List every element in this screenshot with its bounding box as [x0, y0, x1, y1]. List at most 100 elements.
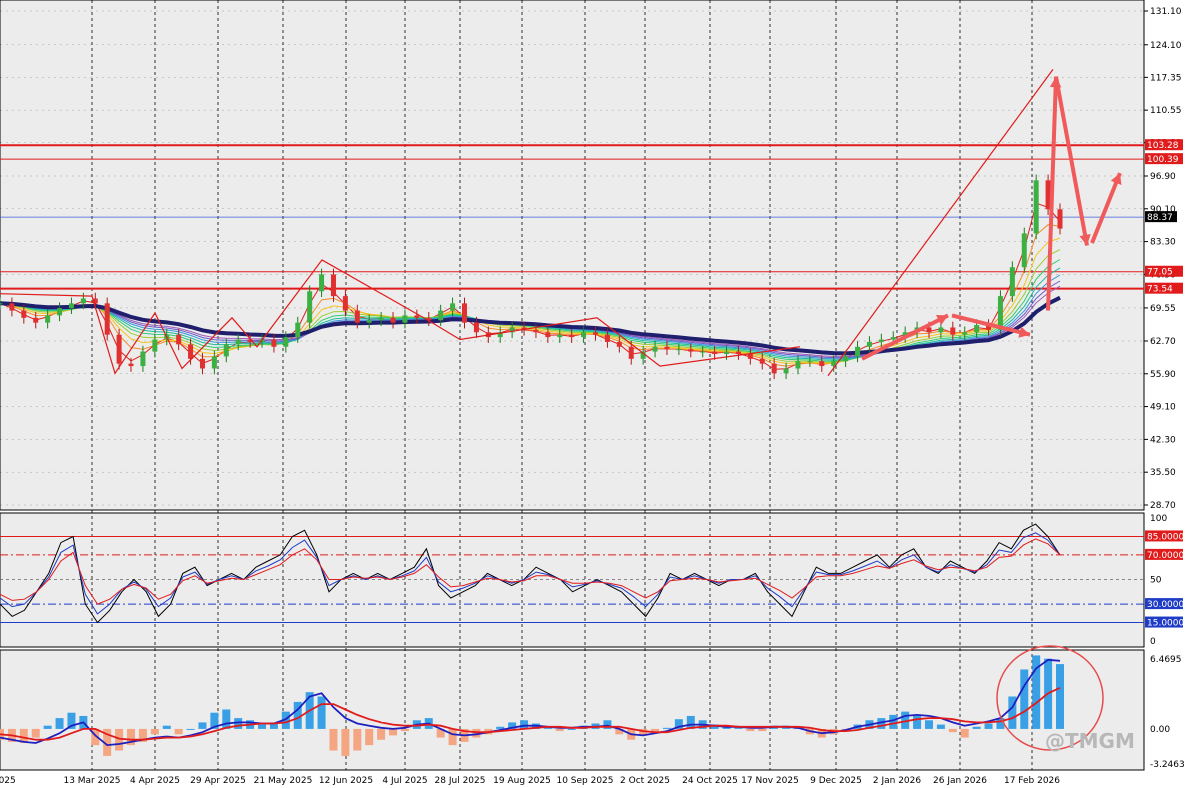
level-label-text: 100.39	[1147, 155, 1179, 165]
x-tick-label: 10 Sep 2025	[556, 776, 613, 786]
macd-histogram-bar	[448, 728, 457, 746]
vertical-gridlines	[91, 0, 1033, 770]
candle-body	[1009, 267, 1015, 297]
x-tick-label: 12 Jun 2025	[319, 776, 373, 786]
osc-y-tick-label: 0	[1150, 637, 1156, 647]
macd-histogram-bar	[520, 720, 529, 729]
candle-body	[9, 303, 15, 311]
macd-histogram-bar	[365, 728, 374, 746]
y-tick-label: 96.90	[1150, 172, 1176, 182]
candle-body	[581, 332, 587, 338]
arrow-3	[1046, 76, 1058, 311]
oscillator-panel[interactable]	[0, 512, 1145, 648]
macd-histogram-bar	[913, 715, 922, 729]
osc-level-box	[1145, 598, 1183, 610]
y-tick-label: 83.30	[1150, 238, 1176, 248]
candle-body	[319, 274, 325, 292]
candle-body	[831, 361, 837, 367]
candle-body	[759, 358, 765, 364]
macd-histogram-bar	[972, 726, 981, 729]
macd-layer	[0, 645, 1104, 756]
macd-histogram-bar	[329, 728, 338, 751]
candle-body	[414, 315, 420, 318]
candle-body	[80, 298, 86, 304]
macd-histogram-bar	[662, 727, 671, 729]
candle-body	[116, 334, 122, 364]
candle-body	[712, 351, 718, 355]
macd-histogram-bar	[901, 711, 910, 729]
x-tick-label: 2 Oct 2025	[620, 776, 670, 786]
macd-histogram-bar	[91, 728, 100, 746]
candle-body	[1057, 209, 1063, 229]
candle-body	[640, 351, 646, 359]
macd-histogram-bar	[960, 728, 969, 738]
candle-body	[938, 327, 944, 333]
level-label-text: 73.54	[1147, 285, 1173, 295]
arrow-5-head	[1110, 173, 1122, 186]
candle-body	[1033, 180, 1039, 234]
osc-level-label: 30.0000	[1145, 598, 1184, 610]
candle-body	[57, 308, 63, 316]
candle-body	[247, 339, 253, 342]
candle-body	[45, 315, 51, 323]
macd-histogram-bar	[353, 728, 362, 751]
candle-body	[21, 310, 27, 318]
macd-histogram-bar	[234, 718, 243, 729]
x-tick-label: 9 Dec 2025	[810, 776, 862, 786]
macd-histogram-bar	[138, 728, 147, 742]
macd-histogram-bar	[19, 728, 28, 743]
arrow-5	[1090, 172, 1122, 244]
watermark-tmgm: @TMGM	[1045, 729, 1135, 753]
current-price-label: 88.37	[1145, 211, 1177, 223]
macd-histogram-bar	[758, 728, 767, 732]
candle-body	[461, 303, 467, 323]
macd-histogram-bar	[1008, 696, 1017, 729]
candle-body	[545, 332, 551, 338]
level-label: 103.28	[1145, 139, 1183, 151]
macd-histogram-bar	[936, 724, 945, 729]
level-label-box	[1145, 265, 1183, 277]
macd-histogram-bar	[210, 712, 219, 729]
osc-series-line	[0, 523, 1061, 624]
candle-body	[986, 325, 992, 330]
macd-panel[interactable]	[0, 649, 1145, 771]
y-tick-label: 110.55	[1150, 106, 1182, 116]
candle-body	[557, 334, 563, 338]
macd-histogram-bar	[603, 720, 612, 729]
candle-body	[342, 296, 348, 311]
x-tick-label: 17 Feb 2026	[1004, 776, 1060, 786]
osc-level-label: 70.0000	[1145, 548, 1184, 561]
x-tick-label: 28 Jul 2025	[435, 776, 486, 786]
arrow-2	[951, 313, 1031, 337]
price-layer	[0, 10, 1144, 506]
macd-histogram-bar	[889, 714, 898, 729]
y-tick-label: 55.90	[1150, 370, 1176, 380]
price-panel[interactable]	[0, 0, 1145, 511]
x-tick-label: b 2025	[0, 776, 16, 786]
candle-body	[783, 368, 789, 374]
macd-histogram-bar	[615, 728, 624, 735]
macd-histogram-bar	[722, 726, 731, 729]
candle-body	[330, 274, 336, 297]
candle-body	[68, 303, 74, 309]
osc-series-line	[0, 538, 1061, 605]
arrow-1	[861, 313, 949, 361]
macd-histogram-bar	[258, 724, 267, 729]
level-label-box	[1145, 139, 1183, 151]
macd-histogram-bar	[877, 718, 886, 729]
candle-body	[283, 337, 289, 347]
candle-body	[176, 334, 182, 345]
macd-histogram-bar	[436, 728, 445, 738]
arrow-2-head	[1018, 326, 1030, 338]
candle-body	[747, 354, 753, 359]
y-tick-label: 28.70	[1150, 501, 1176, 511]
candle-body	[962, 332, 968, 335]
candle-body	[926, 327, 932, 333]
candle-body	[735, 351, 741, 355]
macd-histogram-bar	[103, 728, 112, 756]
trend-line-up	[827, 69, 1054, 377]
candle-body	[450, 303, 456, 311]
candle-body	[569, 334, 575, 338]
arrow-4-head	[1079, 234, 1091, 246]
